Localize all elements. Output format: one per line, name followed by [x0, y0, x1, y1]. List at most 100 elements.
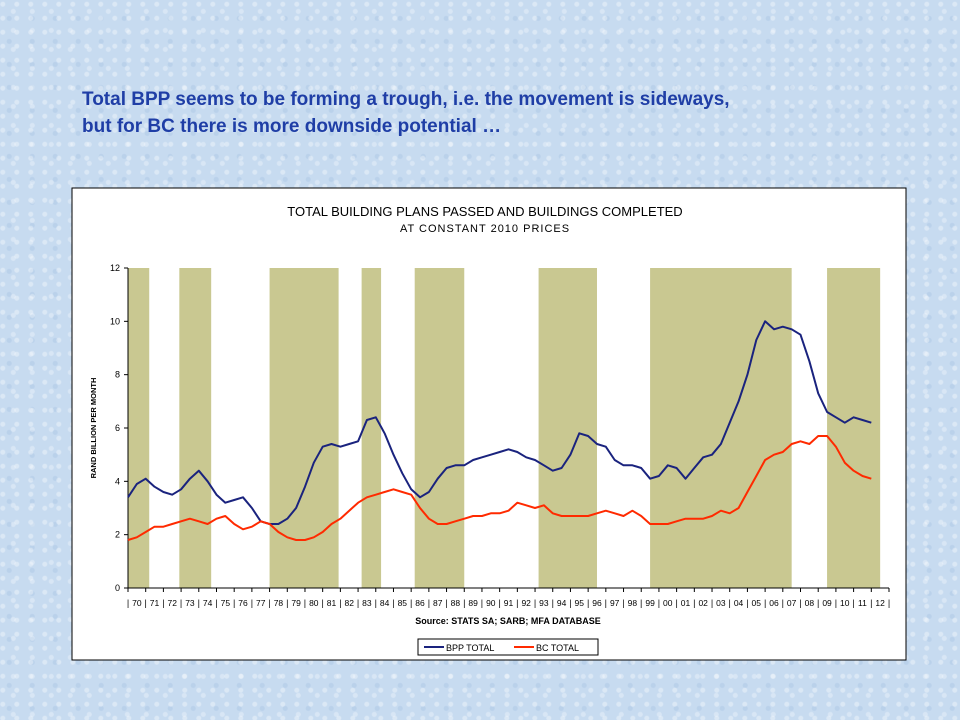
- x-tick-label-76: 76: [238, 598, 248, 608]
- x-tick-label-97: 97: [610, 598, 620, 608]
- chart-title: TOTAL BUILDING PLANS PASSED AND BUILDING…: [287, 204, 682, 219]
- x-tick-label-90: 90: [486, 598, 496, 608]
- x-tick-separator-90: |: [481, 598, 483, 608]
- x-tick-label-72: 72: [168, 598, 178, 608]
- y-tick-label-8: 8: [115, 370, 120, 380]
- x-tick-separator-12: |: [870, 598, 872, 608]
- shaded-period-2: [179, 268, 212, 588]
- x-tick-separator-79: |: [286, 598, 288, 608]
- x-tick-label-75: 75: [221, 598, 231, 608]
- x-tick-label-88: 88: [451, 598, 461, 608]
- x-tick-separator-71: |: [145, 598, 147, 608]
- x-tick-separator-89: |: [463, 598, 465, 608]
- shaded-period-5: [414, 268, 465, 588]
- x-tick-separator-94: |: [552, 598, 554, 608]
- x-tick-label-85: 85: [398, 598, 408, 608]
- x-tick-label-07: 07: [787, 598, 797, 608]
- x-tick-label-93: 93: [539, 598, 549, 608]
- x-tick-separator-83: |: [357, 598, 359, 608]
- y-tick-label-6: 6: [115, 423, 120, 433]
- legend: BPP TOTAL BC TOTAL: [417, 638, 599, 656]
- y-tick-label-4: 4: [115, 476, 120, 486]
- x-tick-label-89: 89: [468, 598, 478, 608]
- x-tick-label-95: 95: [575, 598, 585, 608]
- x-tick-label-79: 79: [291, 598, 301, 608]
- x-tick-separator-74: |: [198, 598, 200, 608]
- x-tick-separator-10: |: [835, 598, 837, 608]
- x-tick-separator-78: |: [268, 598, 270, 608]
- x-tick-label-83: 83: [362, 598, 372, 608]
- x-tick-separator-92: |: [516, 598, 518, 608]
- y-axis-label: RAND BILLION PER MONTH: [89, 378, 98, 479]
- x-tick-label-12: 12: [875, 598, 885, 608]
- shaded-period-6: [538, 268, 597, 588]
- x-tick-label-08: 08: [805, 598, 815, 608]
- series-line-bc-total: [127, 435, 872, 541]
- x-tick-label-84: 84: [380, 598, 390, 608]
- x-tick-separator-81: |: [322, 598, 324, 608]
- x-tick-label-11: 11: [858, 598, 867, 608]
- y-tick-label-0: 0: [115, 583, 120, 593]
- x-tick-label-70: 70: [132, 598, 142, 608]
- x-tick-separator-09: |: [817, 598, 819, 608]
- legend-label-bc: BC TOTAL: [536, 643, 579, 653]
- x-tick-separator-00: |: [658, 598, 660, 608]
- x-tick-label-06: 06: [769, 598, 779, 608]
- x-tick-separator-86: |: [410, 598, 412, 608]
- x-tick-separator-93: |: [534, 598, 536, 608]
- slide-title-line-2: but for BC there is more downside potent…: [82, 116, 502, 137]
- x-tick-label-98: 98: [628, 598, 638, 608]
- x-tick-separator-06: |: [764, 598, 766, 608]
- shaded-period-7: [650, 268, 792, 588]
- x-tick-label-92: 92: [521, 598, 531, 608]
- x-tick-label-73: 73: [185, 598, 195, 608]
- x-tick-separator-95: |: [569, 598, 571, 608]
- x-tick-separator-end: |: [888, 598, 890, 608]
- x-tick-label-04: 04: [734, 598, 744, 608]
- x-tick-label-91: 91: [504, 598, 514, 608]
- legend-label-bpp: BPP TOTAL: [446, 643, 494, 653]
- y-tick-label-2: 2: [115, 530, 120, 540]
- series-line-bpp-total: [127, 320, 872, 525]
- legend-box: [417, 638, 599, 656]
- x-tick-label-94: 94: [557, 598, 567, 608]
- x-tick-separator-97: |: [605, 598, 607, 608]
- x-tick-label-74: 74: [203, 598, 213, 608]
- x-tick-label-87: 87: [433, 598, 443, 608]
- x-tick-label-03: 03: [716, 598, 726, 608]
- x-tick-separator-85: |: [392, 598, 394, 608]
- x-tick-separator-11: |: [852, 598, 854, 608]
- x-tick-label-82: 82: [344, 598, 354, 608]
- x-tick-separator-96: |: [587, 598, 589, 608]
- x-tick-separator-08: |: [799, 598, 801, 608]
- x-tick-label-01: 01: [681, 598, 691, 608]
- x-tick-label-77: 77: [256, 598, 266, 608]
- source-note: Source: STATS SA; SARB; MFA DATABASE: [415, 616, 601, 626]
- slide-title: Total BPP seems to be forming a trough, …: [82, 86, 922, 140]
- x-tick-separator-73: |: [180, 598, 182, 608]
- x-tick-separator-88: |: [445, 598, 447, 608]
- x-tick-label-78: 78: [274, 598, 284, 608]
- shaded-period-4: [361, 268, 382, 588]
- x-tick-separator-99: |: [640, 598, 642, 608]
- x-tick-label-81: 81: [327, 598, 337, 608]
- x-tick-label-02: 02: [698, 598, 708, 608]
- y-tick-label-10: 10: [110, 316, 120, 326]
- x-tick-separator-87: |: [428, 598, 430, 608]
- shaded-period-1: [128, 268, 150, 588]
- x-tick-label-80: 80: [309, 598, 319, 608]
- x-tick-separator-03: |: [711, 598, 713, 608]
- x-tick-separator-77: |: [251, 598, 253, 608]
- x-tick-label-05: 05: [752, 598, 762, 608]
- x-tick-separator-04: |: [729, 598, 731, 608]
- y-tick-label-12: 12: [110, 263, 120, 273]
- x-tick-separator-98: |: [622, 598, 624, 608]
- x-tick-separator-91: |: [498, 598, 500, 608]
- x-tick-label-10: 10: [840, 598, 850, 608]
- x-tick-label-09: 09: [822, 598, 832, 608]
- x-tick-separator-84: |: [375, 598, 377, 608]
- chart-subtitle: AT CONSTANT 2010 PRICES: [400, 223, 570, 235]
- x-tick-label-00: 00: [663, 598, 673, 608]
- x-tick-separator-70: |: [127, 598, 129, 608]
